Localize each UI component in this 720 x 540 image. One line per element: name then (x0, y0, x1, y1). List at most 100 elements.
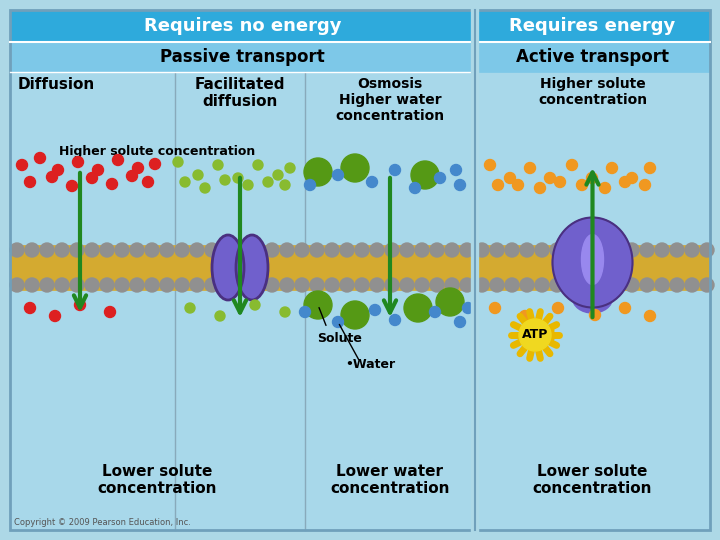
Circle shape (115, 278, 129, 292)
Circle shape (325, 243, 339, 257)
Circle shape (86, 172, 97, 184)
Circle shape (112, 154, 124, 165)
Circle shape (626, 172, 637, 184)
Circle shape (175, 278, 189, 292)
Text: Copyright © 2009 Pearson Education, Inc.: Copyright © 2009 Pearson Education, Inc. (14, 518, 191, 527)
Circle shape (280, 180, 290, 190)
Circle shape (175, 243, 189, 257)
Circle shape (535, 278, 549, 292)
Circle shape (235, 278, 249, 292)
Ellipse shape (236, 235, 268, 300)
Bar (10, 42, 475, 72)
Circle shape (85, 243, 99, 257)
Circle shape (280, 243, 294, 257)
Circle shape (505, 243, 519, 257)
Circle shape (410, 183, 420, 193)
Circle shape (340, 278, 354, 292)
Circle shape (567, 159, 577, 171)
Circle shape (250, 243, 264, 257)
Circle shape (385, 243, 399, 257)
Circle shape (369, 305, 380, 315)
Circle shape (300, 307, 310, 318)
Circle shape (145, 278, 159, 292)
Circle shape (190, 243, 204, 257)
Circle shape (492, 179, 503, 191)
Circle shape (243, 180, 253, 190)
Circle shape (130, 278, 144, 292)
Circle shape (366, 177, 377, 187)
Circle shape (265, 278, 279, 292)
Circle shape (85, 278, 99, 292)
Circle shape (655, 243, 669, 257)
Bar (473, 72, 477, 530)
Circle shape (55, 243, 69, 257)
Circle shape (550, 243, 564, 257)
Bar (10, 245, 710, 290)
Circle shape (235, 243, 249, 257)
Circle shape (127, 171, 138, 181)
Text: Diffusion: Diffusion (18, 77, 95, 92)
Text: Passive transport: Passive transport (160, 48, 325, 66)
Circle shape (333, 170, 343, 180)
Circle shape (390, 314, 400, 326)
Circle shape (17, 159, 27, 171)
Circle shape (145, 243, 159, 257)
Circle shape (505, 172, 516, 184)
Circle shape (451, 165, 462, 176)
Circle shape (460, 243, 474, 257)
Circle shape (587, 172, 598, 184)
Circle shape (325, 278, 339, 292)
Text: Facilitated
diffusion: Facilitated diffusion (194, 77, 285, 110)
Circle shape (700, 278, 714, 292)
Circle shape (215, 311, 225, 321)
Circle shape (639, 179, 650, 191)
Circle shape (565, 243, 579, 257)
Text: Lower solute
concentration: Lower solute concentration (98, 464, 217, 496)
Circle shape (200, 183, 210, 193)
Circle shape (250, 300, 260, 310)
Circle shape (670, 243, 684, 257)
Circle shape (520, 243, 534, 257)
Circle shape (24, 302, 35, 314)
Circle shape (462, 302, 474, 314)
Circle shape (610, 243, 624, 257)
Circle shape (595, 243, 609, 257)
Circle shape (233, 173, 243, 183)
Circle shape (454, 316, 466, 327)
Circle shape (430, 278, 444, 292)
Circle shape (475, 278, 489, 292)
Circle shape (185, 303, 195, 313)
Circle shape (595, 278, 609, 292)
Circle shape (619, 177, 631, 187)
Circle shape (355, 243, 369, 257)
Bar (10, 72, 475, 530)
Circle shape (104, 307, 115, 318)
Ellipse shape (552, 218, 632, 307)
Circle shape (370, 243, 384, 257)
Circle shape (700, 243, 714, 257)
Circle shape (625, 243, 639, 257)
Circle shape (355, 278, 369, 292)
Circle shape (610, 278, 624, 292)
Ellipse shape (582, 234, 603, 285)
Text: •Water: •Water (345, 359, 395, 372)
Ellipse shape (572, 283, 613, 313)
Circle shape (220, 243, 234, 257)
Circle shape (295, 243, 309, 257)
Circle shape (520, 310, 531, 321)
Circle shape (25, 278, 39, 292)
Circle shape (280, 278, 294, 292)
Circle shape (10, 278, 24, 292)
Text: Requires no energy: Requires no energy (144, 17, 341, 35)
Circle shape (519, 319, 551, 351)
Circle shape (190, 278, 204, 292)
Circle shape (205, 243, 219, 257)
Circle shape (50, 310, 60, 321)
Circle shape (606, 163, 618, 173)
Circle shape (73, 157, 84, 167)
Circle shape (263, 177, 273, 187)
Text: Requires energy: Requires energy (509, 17, 675, 35)
Circle shape (160, 278, 174, 292)
Text: ATP: ATP (522, 328, 548, 341)
Circle shape (132, 163, 143, 173)
